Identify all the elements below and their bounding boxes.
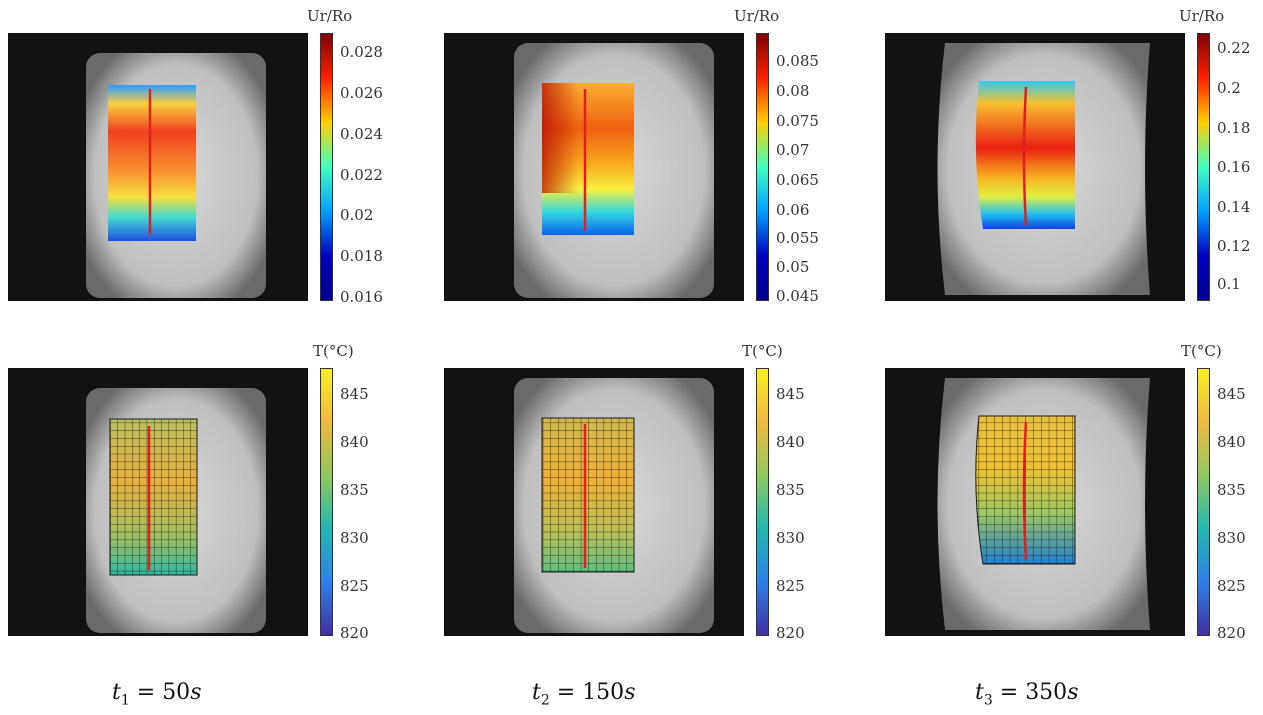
tick-label: 0.22	[1217, 39, 1251, 57]
specimen-photo	[885, 368, 1185, 636]
tick-label: 820	[1217, 624, 1246, 642]
tick-label: 835	[340, 481, 369, 499]
photo-graphic	[885, 368, 1185, 636]
time-label-1: t1 = 50s	[112, 680, 201, 708]
tick-label: 0.06	[776, 201, 810, 219]
tick-label: 830	[776, 529, 805, 547]
temp-colorbar	[1197, 368, 1210, 636]
tick-label: 0.024	[340, 125, 383, 143]
tick-label: 820	[776, 624, 805, 642]
tick-label: 835	[1217, 481, 1246, 499]
tick-label: 0.12	[1217, 237, 1251, 255]
temp-colorbar	[756, 368, 769, 636]
disp-colorbar-title: Ur/Ro	[734, 7, 780, 25]
tick-label: 830	[1217, 529, 1246, 547]
time-label-3: t3 = 350s	[975, 680, 1078, 708]
time-sub: 3	[983, 692, 993, 709]
tick-label: 0.065	[776, 171, 819, 189]
temp-colorbar-title: T(°C)	[742, 342, 783, 360]
time-value: 50	[162, 680, 191, 705]
temp-colorbar	[320, 368, 333, 636]
tick-label: 845	[1217, 385, 1246, 403]
disp-colorbar	[1197, 33, 1210, 301]
tick-label: 0.018	[340, 247, 383, 265]
time-value: 350	[1025, 680, 1068, 705]
time-unit: s	[190, 680, 202, 705]
temp-panel-1: T(°C) 845 840 835 830 825 820	[8, 342, 369, 641]
tick-label: 845	[340, 385, 369, 403]
disp-panel-3: Ur/Ro 0.22 0.2 0.18 0.16 0.14 0.12 0.1	[885, 7, 1250, 301]
specimen-photo	[8, 368, 308, 636]
temp-colorbar-title: T(°C)	[1181, 342, 1222, 360]
specimen-photo	[885, 33, 1185, 301]
tick-label: 0.022	[340, 166, 383, 184]
tick-label: 830	[340, 529, 369, 547]
time-sub: 2	[540, 692, 550, 709]
tick-label: 0.18	[1217, 119, 1251, 137]
disp-colorbar-title: Ur/Ro	[1179, 7, 1225, 25]
temp-panel-2: T(°C) 845 840 835 830 825 820	[444, 342, 805, 641]
disp-colorbar	[320, 33, 333, 301]
tick-label: 0.075	[776, 112, 819, 130]
disp-panel-2: Ur/Ro 0.085 0.08 0.075 0.07 0.065 0.06 0…	[444, 7, 819, 304]
tick-label: 0.045	[776, 287, 819, 305]
tick-label: 0.028	[340, 43, 383, 61]
photo-graphic	[8, 33, 308, 301]
time-var: t	[975, 680, 984, 705]
tick-label: 0.055	[776, 229, 819, 247]
photo-graphic	[444, 368, 744, 636]
time-var: t	[112, 680, 121, 705]
tick-label: 0.2	[1217, 79, 1241, 97]
tick-label: 820	[340, 624, 369, 642]
time-var: t	[532, 680, 541, 705]
disp-panel-1: Ur/Ro 0.028 0.026 0.024 0.022 0.02 0.018…	[8, 7, 383, 305]
time-eq: =	[992, 680, 1026, 705]
disp-colorbar-title: Ur/Ro	[307, 7, 353, 25]
tick-label: 0.07	[776, 141, 810, 159]
tick-label: 0.05	[776, 258, 810, 276]
time-value: 150	[582, 680, 625, 705]
tick-label: 0.02	[340, 206, 374, 224]
tick-label: 825	[340, 577, 369, 595]
time-label-2: t2 = 150s	[532, 680, 635, 708]
photo-graphic	[885, 33, 1185, 301]
tick-label: 840	[776, 433, 805, 451]
photo-graphic	[8, 368, 308, 636]
time-eq: =	[129, 680, 163, 705]
time-eq: =	[549, 680, 583, 705]
tick-label: 0.14	[1217, 198, 1251, 216]
temp-colorbar-title: T(°C)	[313, 342, 354, 360]
tick-label: 0.016	[340, 288, 383, 306]
time-sub: 1	[120, 692, 130, 709]
specimen-photo	[444, 368, 744, 636]
specimen-photo	[444, 33, 744, 301]
tick-label: 0.085	[776, 52, 819, 70]
tick-label: 840	[1217, 433, 1246, 451]
tick-label: 0.1	[1217, 275, 1241, 293]
time-unit: s	[1067, 680, 1079, 705]
specimen-photo	[8, 33, 308, 301]
tick-label: 825	[776, 577, 805, 595]
tick-label: 845	[776, 385, 805, 403]
disp-colorbar	[756, 33, 769, 301]
tick-label: 835	[776, 481, 805, 499]
tick-label: 840	[340, 433, 369, 451]
tick-label: 0.16	[1217, 158, 1251, 176]
temp-panel-3: T(°C) 845 840 835 830 825 820	[885, 342, 1246, 641]
time-unit: s	[624, 680, 636, 705]
photo-graphic	[444, 33, 744, 301]
tick-label: 0.08	[776, 82, 810, 100]
tick-label: 825	[1217, 577, 1246, 595]
tick-label: 0.026	[340, 84, 383, 102]
